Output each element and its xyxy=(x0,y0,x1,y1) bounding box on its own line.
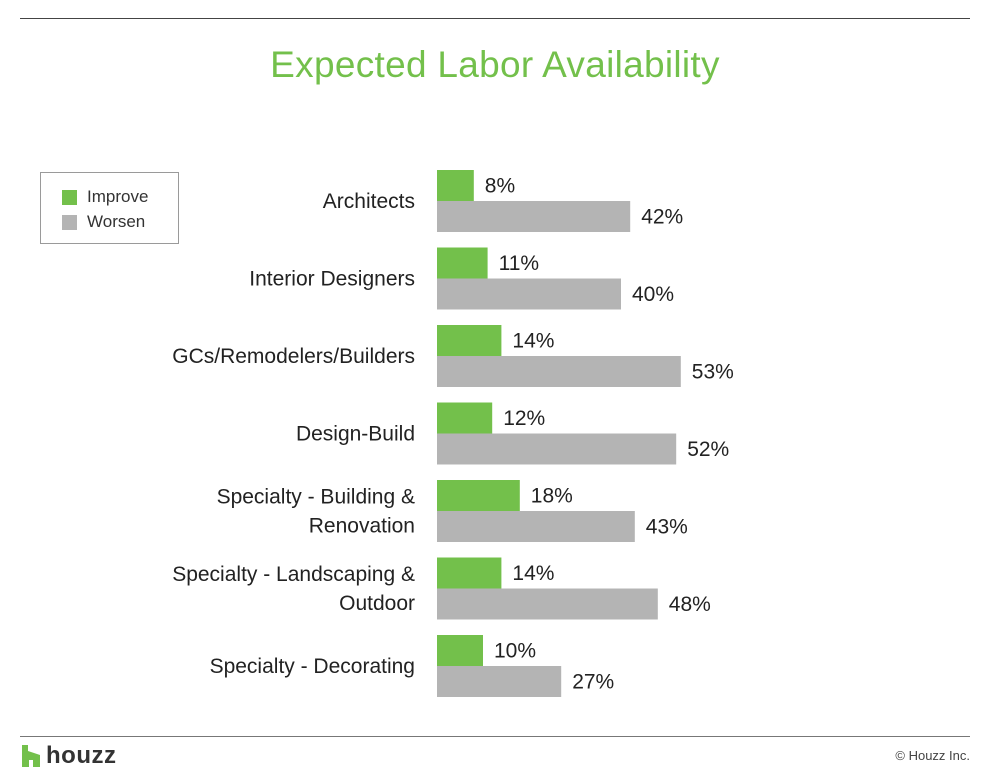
category-label: Design-Build xyxy=(296,423,415,446)
legend-swatch-improve xyxy=(62,189,77,205)
bar-group: Interior Designers 11% 40% xyxy=(249,247,674,310)
category-label: Specialty - Decorating xyxy=(210,655,415,678)
data-label-worsen: 48% xyxy=(669,593,711,616)
top-rule xyxy=(20,18,970,19)
bar-improve xyxy=(437,247,488,279)
legend-item-worsen: Worsen xyxy=(62,212,146,231)
data-label-improve: 14% xyxy=(512,330,554,353)
category-label: Specialty - Landscaping & xyxy=(172,563,415,586)
category-label: Interior Designers xyxy=(249,268,415,291)
bar-group: GCs/Remodelers/Builders 14% 53% xyxy=(172,325,734,387)
bar-improve xyxy=(437,402,493,434)
bar-worsen xyxy=(437,433,677,465)
legend-label-improve: Improve xyxy=(87,187,149,206)
bar-improve xyxy=(437,635,483,666)
data-label-worsen: 52% xyxy=(687,438,729,461)
category-label: GCs/Remodelers/Builders xyxy=(172,345,415,368)
category-label: Outdoor xyxy=(339,592,415,615)
bar-group: Specialty - Building & Renovation 18% 43% xyxy=(217,480,688,542)
bar-improve xyxy=(437,557,502,589)
bar-group: Architects 8% 42% xyxy=(323,170,683,232)
data-label-worsen: 42% xyxy=(641,206,683,229)
data-label-improve: 11% xyxy=(499,252,539,275)
data-label-worsen: 40% xyxy=(632,283,674,306)
bar-group: Specialty - Landscaping & Outdoor 14% 48% xyxy=(172,557,711,620)
data-label-improve: 8% xyxy=(485,175,515,198)
bar-improve xyxy=(437,170,474,201)
bar-worsen xyxy=(437,666,562,697)
bar-improve xyxy=(437,325,502,356)
chart-legend: Improve Worsen xyxy=(40,172,179,244)
houzz-logo: houzz xyxy=(22,742,116,770)
data-label-improve: 12% xyxy=(503,407,545,430)
data-label-worsen: 43% xyxy=(646,516,688,539)
houzz-logo-icon xyxy=(22,745,40,767)
chart-title: Expected Labor Availability xyxy=(270,44,720,85)
data-label-improve: 10% xyxy=(494,640,536,663)
data-label-worsen: 27% xyxy=(572,671,614,694)
bar-worsen xyxy=(437,278,621,310)
legend-label-worsen: Worsen xyxy=(87,212,146,231)
data-label-improve: 18% xyxy=(531,485,573,508)
bar-improve xyxy=(437,480,520,511)
bar-worsen xyxy=(437,511,635,542)
bar-worsen xyxy=(437,356,681,387)
category-label: Specialty - Building & xyxy=(217,486,415,509)
bar-worsen xyxy=(437,588,658,620)
data-label-worsen: 53% xyxy=(692,361,734,384)
copyright-notice: © Houzz Inc. xyxy=(895,748,970,763)
legend-swatch-worsen xyxy=(62,214,77,230)
bar-group: Design-Build 12% 52% xyxy=(296,402,729,465)
category-label: Architects xyxy=(323,190,415,213)
bar-group: Specialty - Decorating 10% 27% xyxy=(210,635,614,697)
data-label-improve: 14% xyxy=(512,562,554,585)
bottom-rule xyxy=(20,736,970,737)
category-label: Renovation xyxy=(309,515,415,538)
bar-worsen xyxy=(437,201,631,232)
legend-item-improve: Improve xyxy=(62,187,149,206)
houzz-logo-text: houzz xyxy=(46,742,117,769)
